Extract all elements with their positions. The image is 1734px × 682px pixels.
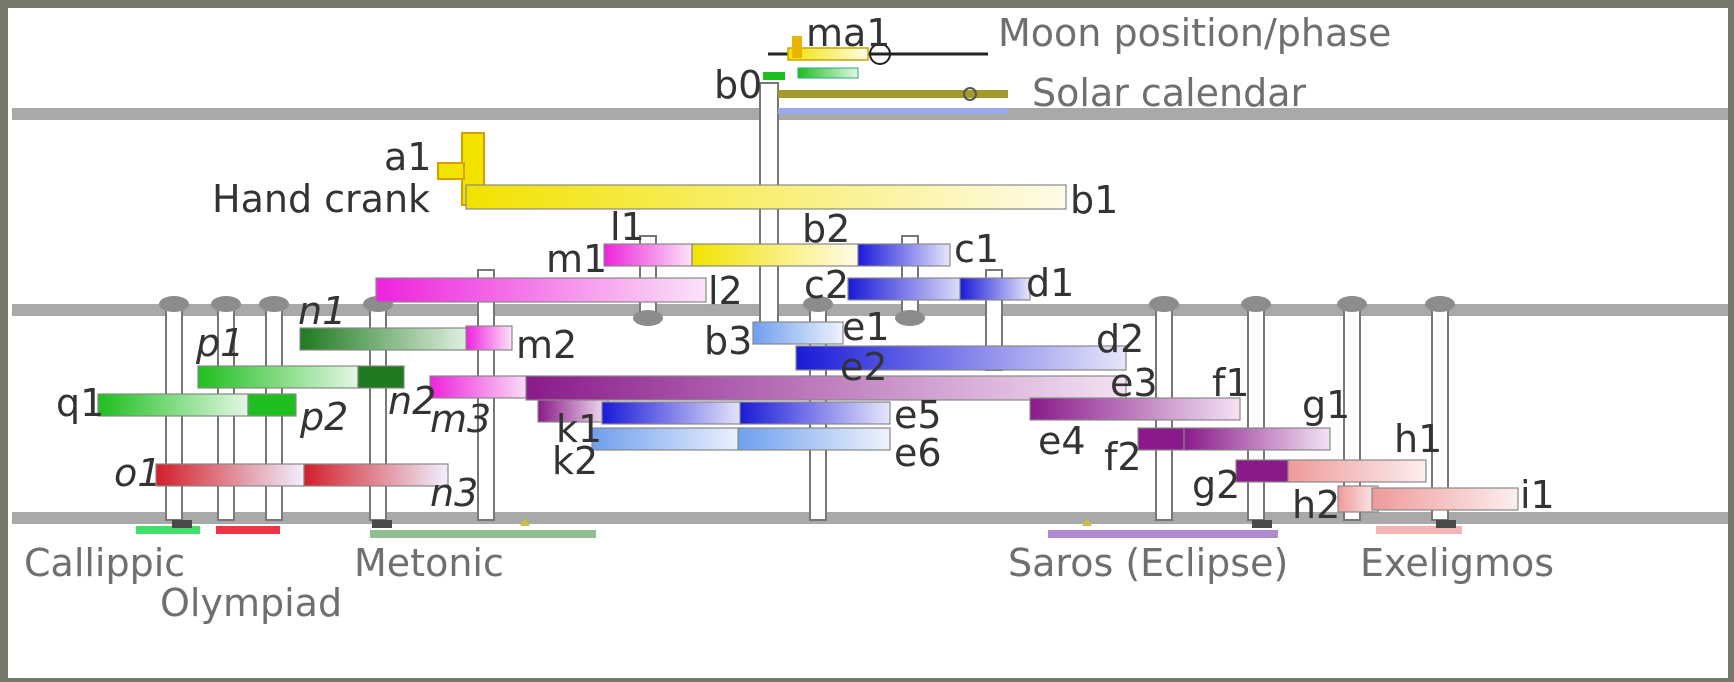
gear-p2 bbox=[247, 393, 297, 417]
label-n3: n3 bbox=[430, 471, 478, 515]
middle-plate bbox=[12, 304, 1728, 316]
gear-d2 bbox=[795, 345, 1127, 371]
label-p2: p2 bbox=[299, 395, 348, 439]
bottom-plate bbox=[12, 512, 1728, 524]
label-l2: l2 bbox=[708, 269, 743, 313]
gear-m2 bbox=[465, 325, 513, 351]
gear-e6 bbox=[737, 427, 891, 451]
label-m3: m3 bbox=[430, 397, 491, 441]
gear-k2 bbox=[591, 427, 743, 451]
label-o1: o1 bbox=[114, 451, 161, 495]
gear-b3 bbox=[752, 321, 844, 345]
label-l1: l1 bbox=[610, 205, 645, 249]
pivot-caps bbox=[159, 296, 1455, 326]
label-q1: q1 bbox=[56, 381, 104, 425]
label-g1: g1 bbox=[1302, 383, 1350, 427]
label-e1: e1 bbox=[842, 305, 890, 349]
gear-c2 bbox=[847, 277, 967, 301]
label-k2: k2 bbox=[552, 439, 598, 483]
caption-exeligmos: Exeligmos bbox=[1360, 541, 1554, 585]
gear-f2 bbox=[1183, 427, 1331, 451]
label-n1: n1 bbox=[298, 289, 346, 333]
gear-n3 bbox=[303, 463, 449, 487]
captions: Moon position/phase Solar calendar Hand … bbox=[24, 11, 1554, 625]
gear-g2 bbox=[1235, 459, 1291, 483]
solar-output bbox=[778, 87, 1008, 114]
label-e2: e2 bbox=[840, 345, 888, 389]
gear-train-diagram: ma1 b0 a1 b1 l1 b2 c1 m1 c2 d1 l2 n1 p1 … bbox=[12, 11, 1728, 625]
gear-f1 bbox=[1029, 397, 1241, 421]
caption-olympiad: Olympiad bbox=[160, 581, 342, 625]
label-c2: c2 bbox=[804, 263, 849, 307]
gear-p1b bbox=[357, 365, 405, 389]
label-f1: f1 bbox=[1212, 361, 1250, 405]
gear-q1 bbox=[97, 393, 249, 417]
label-m1: m1 bbox=[546, 237, 607, 281]
caption-solar: Solar calendar bbox=[1032, 71, 1307, 115]
caption-hand-crank: Hand crank bbox=[212, 177, 430, 221]
label-d1: d1 bbox=[1026, 261, 1074, 305]
gear-h2 bbox=[1337, 485, 1379, 513]
label-h2: h2 bbox=[1292, 483, 1340, 527]
label-d2: d2 bbox=[1096, 317, 1144, 361]
gear-g1 bbox=[1137, 427, 1189, 451]
gear-i1 bbox=[1371, 487, 1519, 511]
diagram-frame: ma1 b0 a1 b1 l1 b2 c1 m1 c2 d1 l2 n1 p1 … bbox=[8, 8, 1728, 678]
label-f2: f2 bbox=[1104, 435, 1142, 479]
moon-output bbox=[763, 36, 988, 80]
gear-k1 bbox=[601, 401, 743, 425]
label-b2: b2 bbox=[802, 207, 850, 251]
label-c1: c1 bbox=[954, 227, 999, 271]
label-h1: h1 bbox=[1394, 417, 1442, 461]
gear-e3 bbox=[525, 375, 1127, 401]
label-i1: i1 bbox=[1520, 473, 1555, 517]
gear-d1 bbox=[959, 277, 1031, 301]
label-e3: e3 bbox=[1110, 361, 1158, 405]
gear-l2 bbox=[375, 277, 707, 303]
label-b3: b3 bbox=[704, 319, 752, 363]
gear-c1 bbox=[857, 243, 951, 267]
label-ma1: ma1 bbox=[806, 11, 890, 55]
label-p1: p1 bbox=[195, 321, 244, 365]
label-m2: m2 bbox=[516, 323, 577, 367]
gear-p1 bbox=[197, 365, 359, 389]
label-b1: b1 bbox=[1070, 178, 1118, 222]
gear-e5 bbox=[739, 401, 891, 425]
gear-b1 bbox=[465, 184, 1067, 210]
label-g2: g2 bbox=[1192, 463, 1240, 507]
label-e4: e4 bbox=[1038, 419, 1086, 463]
label-e6: e6 bbox=[894, 431, 942, 475]
gear-h1 bbox=[1287, 459, 1427, 483]
caption-metonic: Metonic bbox=[354, 541, 504, 585]
label-e5: e5 bbox=[894, 393, 942, 437]
caption-moon: Moon position/phase bbox=[998, 11, 1391, 55]
gear-o1 bbox=[155, 463, 305, 487]
label-b0: b0 bbox=[714, 63, 762, 107]
label-k1: k1 bbox=[556, 407, 602, 451]
label-n2: n2 bbox=[388, 379, 436, 423]
caption-saros: Saros (Eclipse) bbox=[1008, 541, 1288, 585]
gear-labels: ma1 b0 a1 b1 l1 b2 c1 m1 c2 d1 l2 n1 p1 … bbox=[56, 11, 1555, 527]
gear-n2 bbox=[429, 375, 531, 399]
dial-markers bbox=[136, 518, 1462, 538]
caption-callippic: Callippic bbox=[24, 541, 185, 585]
label-a1: a1 bbox=[384, 135, 431, 179]
